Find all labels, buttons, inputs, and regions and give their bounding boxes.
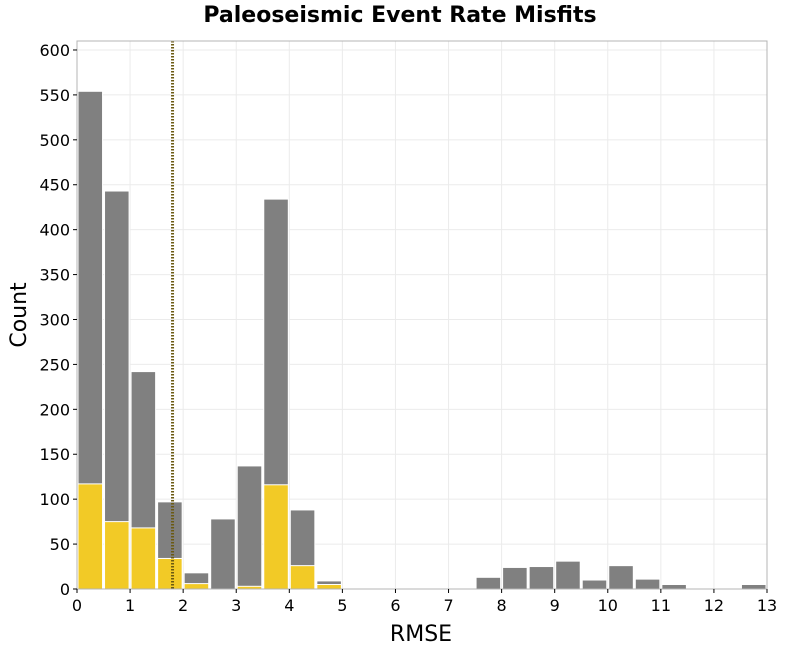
x-tick-label: 6 — [390, 596, 400, 615]
x-tick-label: 3 — [231, 596, 241, 615]
histogram-bar-highlight — [157, 557, 183, 590]
x-tick-label: 4 — [284, 596, 294, 615]
y-tick-label: 600 — [39, 41, 70, 60]
y-tick-label: 50 — [50, 535, 70, 554]
x-tick-label: 1 — [125, 596, 135, 615]
x-tick-label: 12 — [704, 596, 724, 615]
x-tick-label: 11 — [651, 596, 671, 615]
x-tick-label: 8 — [497, 596, 507, 615]
histogram-bar — [634, 578, 661, 590]
grid-lines — [76, 41, 768, 590]
x-tick-label: 10 — [598, 596, 618, 615]
y-tick-label: 250 — [39, 355, 70, 374]
x-tick-label: 13 — [757, 596, 777, 615]
histogram-bar-highlight — [289, 565, 316, 590]
histogram-bar — [502, 566, 528, 590]
histogram-bar — [555, 560, 581, 590]
y-tick-label: 300 — [39, 310, 70, 329]
chart-title: Paleoseismic Event Rate Misfits — [203, 3, 596, 28]
y-tick-label: 350 — [39, 266, 70, 285]
y-tick-label: 100 — [39, 490, 70, 509]
histogram-bar — [528, 566, 555, 590]
plot-area — [77, 41, 767, 589]
histogram-bar — [475, 576, 502, 590]
x-axis-label: RMSE — [390, 622, 452, 647]
x-tick-label: 5 — [337, 596, 347, 615]
y-tick-label: 150 — [39, 445, 70, 464]
y-tick-label: 200 — [39, 400, 70, 419]
histogram-bar — [608, 565, 634, 590]
x-tick-label: 7 — [443, 596, 453, 615]
histogram-bar-highlight — [130, 527, 157, 590]
histogram-bar — [740, 584, 767, 590]
bar-layer — [77, 90, 767, 590]
plot-area-border — [76, 40, 768, 590]
histogram-bar — [236, 465, 263, 590]
histogram-bar — [661, 584, 687, 590]
y-axis-ticks: 0 50 100 150 200 250 300 350 400 450 500 550 600 — [39, 41, 77, 599]
y-tick-label: 0 — [60, 580, 70, 599]
x-tick-label: 9 — [550, 596, 560, 615]
x-tick-label: 2 — [178, 596, 188, 615]
y-tick-label: 500 — [39, 131, 70, 150]
histogram-bar-highlight — [263, 484, 289, 590]
y-tick-label: 400 — [39, 221, 70, 240]
histogram-bar — [210, 518, 236, 590]
histogram-bar-highlight — [104, 521, 130, 590]
y-tick-label: 450 — [39, 176, 70, 195]
histogram-bar-highlight — [316, 584, 342, 590]
y-axis-label: Count — [7, 282, 32, 348]
y-tick-label: 550 — [39, 86, 70, 105]
x-tick-label: 0 — [72, 596, 82, 615]
histogram-bar-highlight — [77, 483, 104, 590]
histogram-bar-highlight — [183, 583, 210, 590]
histogram-bar — [581, 579, 608, 590]
x-axis-ticks: 0 1 2 3 4 5 6 7 8 9 10 11 12 13 — [72, 589, 777, 615]
